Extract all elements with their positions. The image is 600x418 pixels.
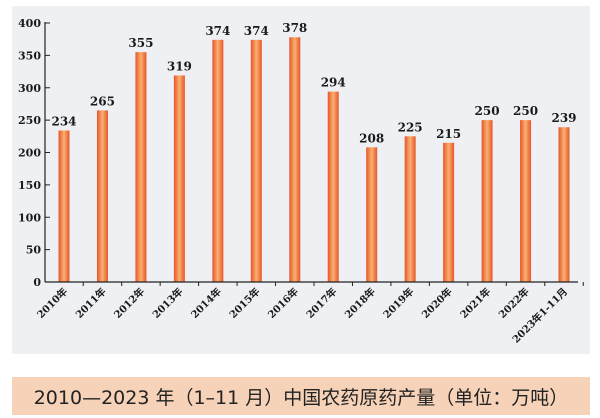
x-tick-label: 2018年 bbox=[342, 285, 378, 321]
data-label: 250 bbox=[513, 104, 538, 118]
chart-panel: 234 265 355 319 374 374 378 294 208 225 215 250 250 2… bbox=[12, 6, 590, 354]
y-tick-label: 400 bbox=[18, 17, 41, 30]
bar bbox=[58, 130, 70, 282]
x-tick-label: 2017年 bbox=[303, 285, 339, 321]
x-tick-label: 2014年 bbox=[188, 285, 224, 321]
x-tick-label: 2016年 bbox=[265, 285, 301, 321]
y-tick-label: 100 bbox=[18, 211, 41, 224]
chart-caption: 2010—2023 年（1–11 月）中国农药原药产量（单位：万吨） bbox=[33, 386, 569, 409]
data-label: 355 bbox=[128, 36, 153, 50]
x-tick-label: 2012年 bbox=[111, 285, 147, 321]
data-labels-group: 234 265 355 319 374 374 378 294 208 225 215 250 250 2… bbox=[51, 21, 576, 145]
x-tick-label: 2013年 bbox=[150, 285, 186, 321]
y-tick-label: 350 bbox=[18, 49, 41, 62]
x-tick-label: 2015年 bbox=[226, 285, 262, 321]
x-tick-label: 2011年 bbox=[73, 285, 109, 321]
data-label: 265 bbox=[90, 94, 115, 108]
y-tick-label: 50 bbox=[26, 244, 42, 257]
data-label: 208 bbox=[359, 131, 384, 145]
bars-group bbox=[58, 37, 570, 283]
y-tick-label: 250 bbox=[18, 114, 41, 127]
data-label: 374 bbox=[205, 24, 230, 38]
x-tick-label: 2022年 bbox=[496, 285, 532, 321]
bar bbox=[212, 39, 224, 283]
x-tick-label: 2020年 bbox=[419, 285, 455, 321]
data-label: 294 bbox=[321, 76, 346, 90]
bar bbox=[366, 147, 378, 282]
y-tick-label: 150 bbox=[18, 179, 41, 192]
data-label: 225 bbox=[398, 120, 423, 134]
bar bbox=[327, 91, 339, 282]
bar bbox=[250, 39, 262, 283]
x-tick-label: 2021年 bbox=[457, 285, 493, 321]
data-label: 319 bbox=[167, 59, 192, 73]
caption-bar: 2010—2023 年（1–11 月）中国农药原药产量（单位：万吨） bbox=[12, 377, 590, 415]
bar bbox=[481, 120, 493, 282]
y-tick-label: 0 bbox=[33, 276, 41, 289]
data-label: 215 bbox=[436, 127, 461, 141]
x-tick-label: 2010年 bbox=[34, 285, 70, 321]
bar bbox=[404, 136, 416, 282]
bar bbox=[173, 75, 185, 282]
bar bbox=[558, 127, 570, 282]
bar bbox=[443, 142, 455, 282]
data-label: 250 bbox=[475, 104, 500, 118]
bar-chart: 234 265 355 319 374 374 378 294 208 225 215 250 250 2… bbox=[18, 17, 584, 346]
x-tick-label: 2019年 bbox=[380, 285, 416, 321]
data-label: 234 bbox=[51, 114, 76, 128]
bar bbox=[520, 120, 532, 282]
bar bbox=[289, 37, 301, 283]
data-label: 239 bbox=[551, 111, 576, 125]
bar bbox=[135, 52, 147, 283]
data-label: 374 bbox=[244, 24, 269, 38]
data-label: 378 bbox=[282, 21, 307, 35]
y-tick-label: 300 bbox=[18, 82, 41, 95]
bar bbox=[96, 110, 108, 282]
y-tick-label: 200 bbox=[18, 147, 41, 160]
